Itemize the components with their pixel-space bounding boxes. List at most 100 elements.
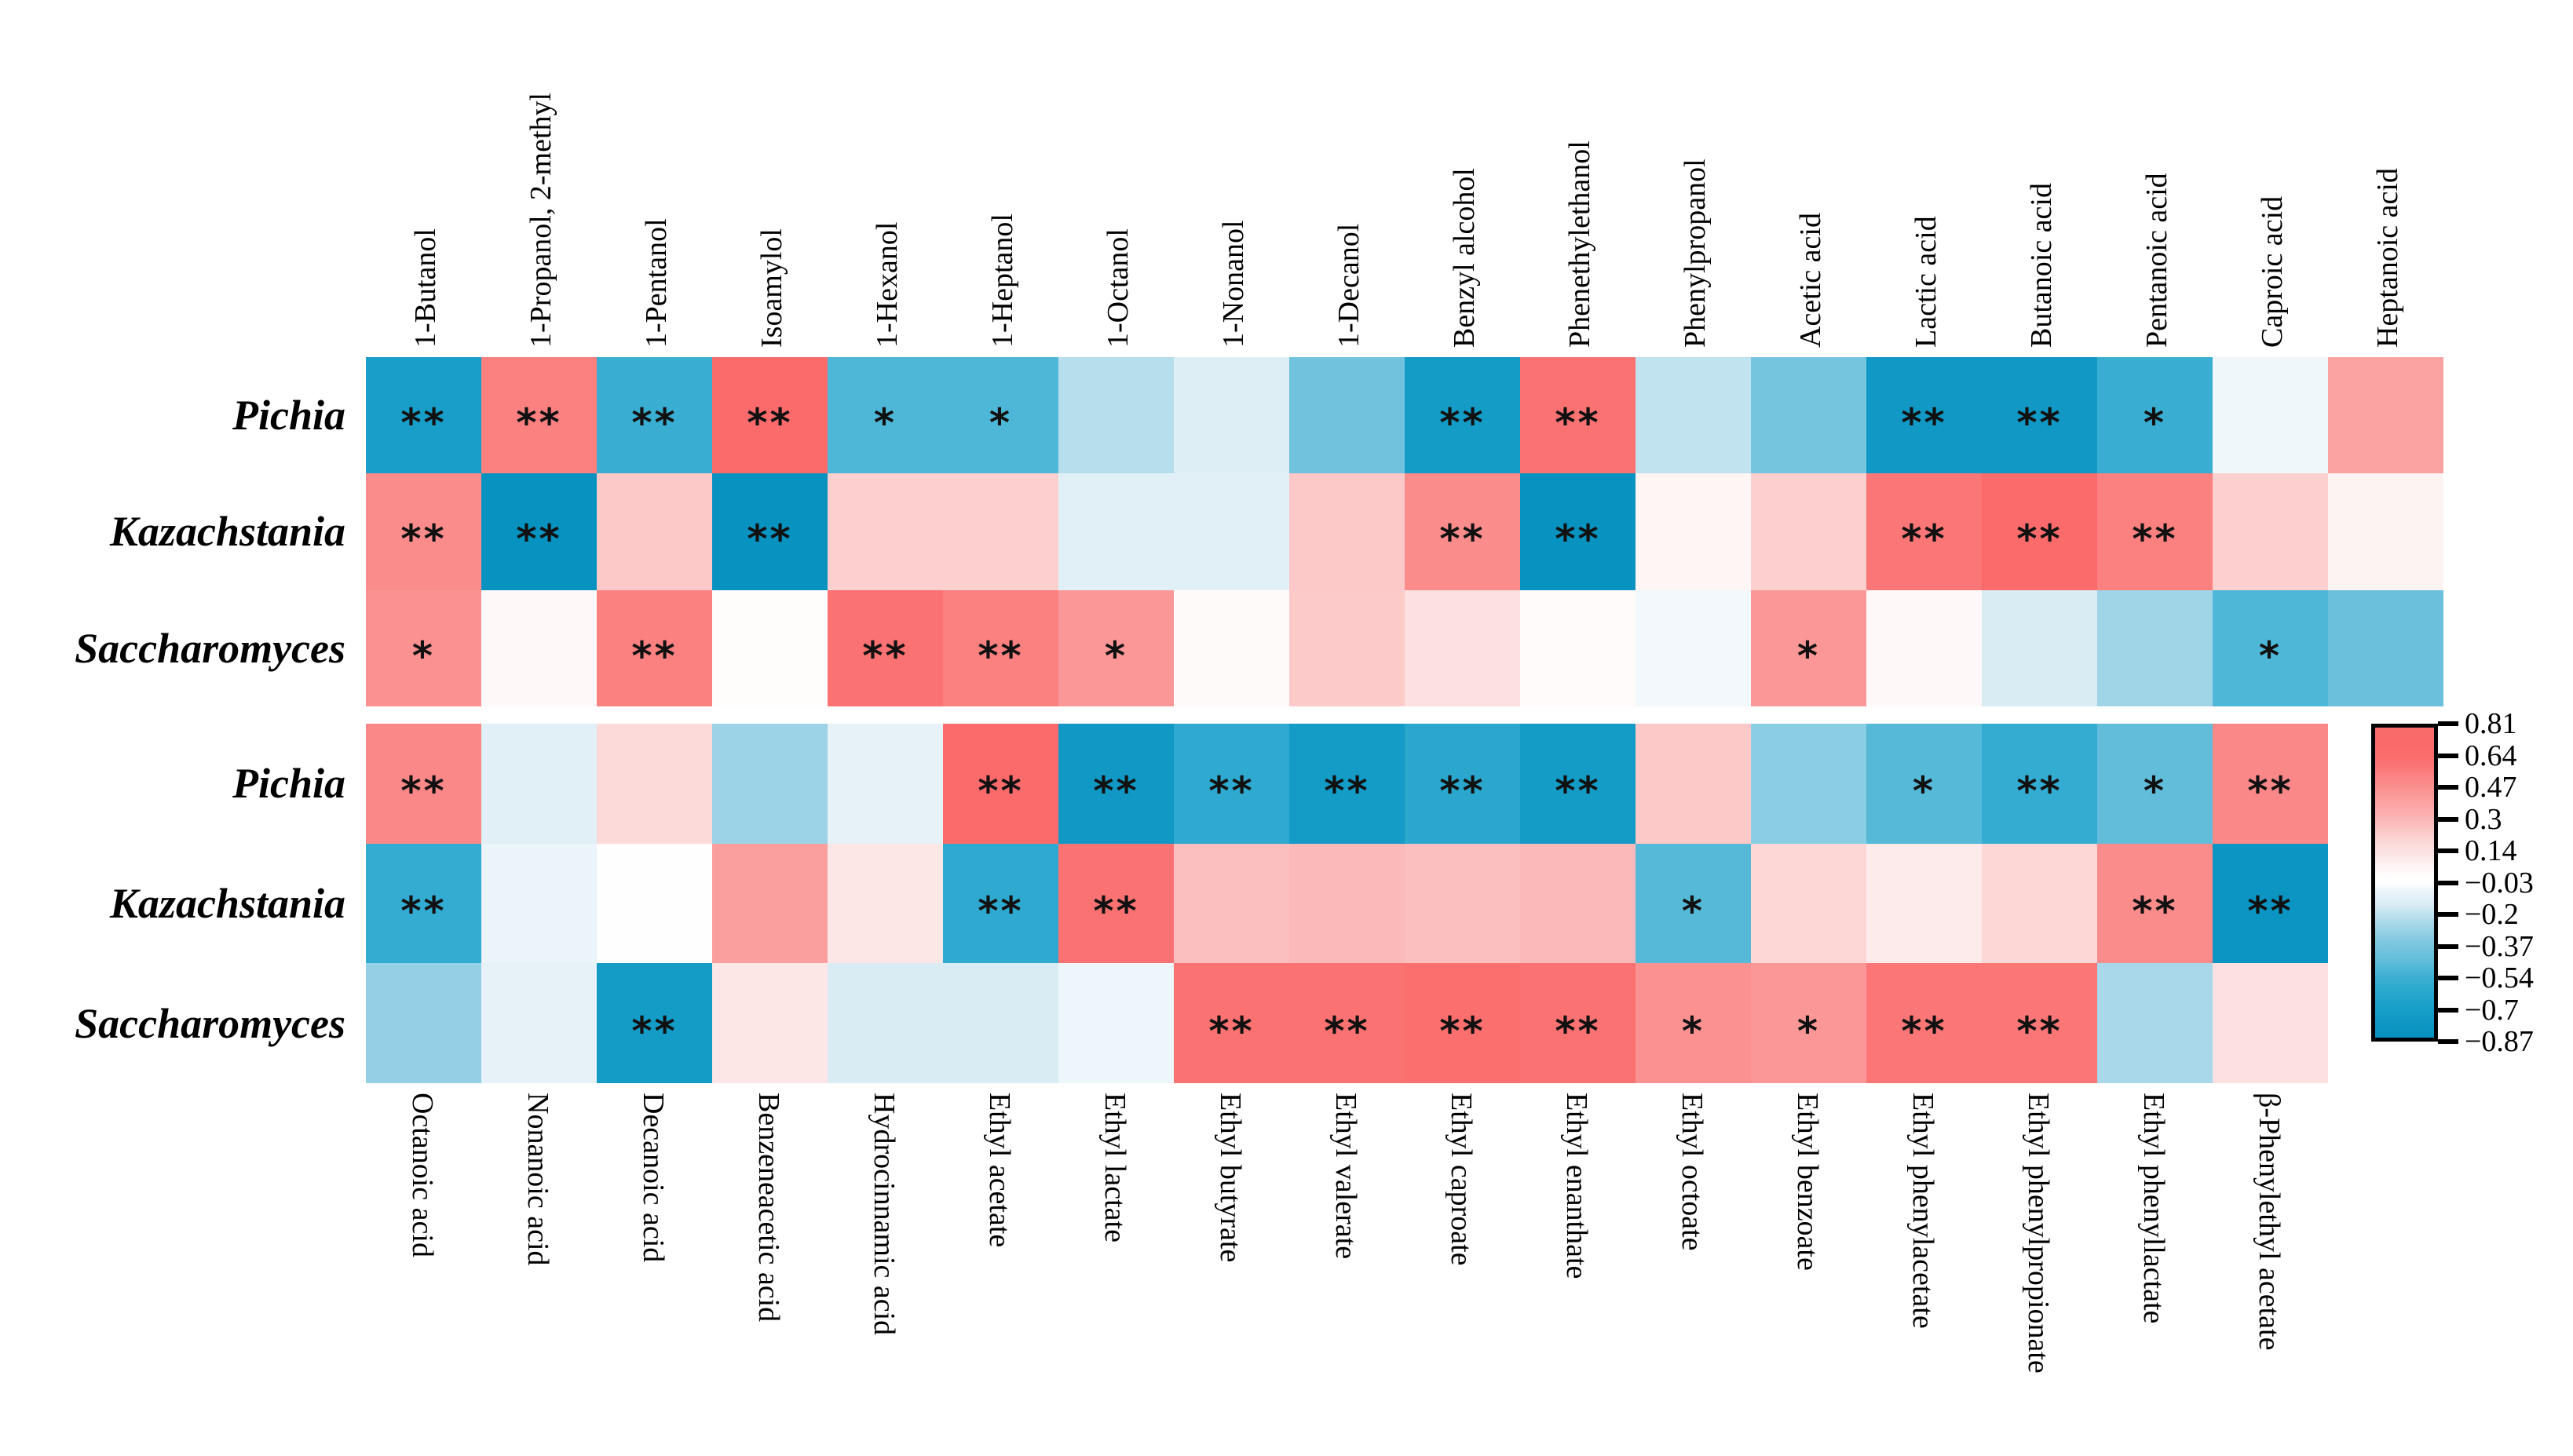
cell-top-Kazachstania-Pentanoic acid: **	[2097, 473, 2213, 590]
cell-top-Pichia-Acetic acid	[1751, 357, 1866, 474]
legend-tick-label-0.3: 0.3	[2465, 802, 2502, 836]
legend-tick	[2438, 785, 2458, 790]
cell-bottom-Kazachstania-Ethyl valerate	[1289, 843, 1405, 964]
cell-top-Kazachstania-1-Nonanol	[1174, 473, 1289, 590]
cell-top-Pichia-1-Hexanol: *	[828, 357, 943, 474]
legend-tick-label-−0.7: −0.7	[2465, 993, 2519, 1027]
col-label-1-Pentanol: 1-Pentanol	[639, 218, 673, 348]
legend-tick-label-−0.03: −0.03	[2465, 866, 2534, 900]
legend-tick	[2438, 976, 2458, 980]
cell-top-Pichia-1-Nonanol	[1174, 357, 1289, 474]
row-label-top-Saccharomyces: Saccharomyces	[75, 624, 345, 672]
row-label-bottom-Saccharomyces: Saccharomyces	[75, 999, 345, 1047]
cell-top-Pichia-Benzyl alcohol: **	[1405, 357, 1520, 474]
cell-bottom-Saccharomyces-Ethyl lactate	[1058, 963, 1174, 1083]
cell-bottom-Kazachstania-Ethyl lactate: **	[1058, 843, 1174, 964]
cell-top-Kazachstania-Heptanoic acid	[2328, 473, 2443, 590]
col-label-Phenethylethanol: Phenethylethanol	[1562, 140, 1596, 348]
col-label-1-Decanol: 1-Decanol	[1332, 223, 1365, 348]
cell-bottom-Kazachstania-Ethyl phenylpropionate	[1982, 843, 2097, 964]
legend-tick	[2438, 1007, 2458, 1013]
cell-top-Saccharomyces-1-Hexanol: **	[828, 589, 943, 706]
cell-bottom-Saccharomyces-Decanoic acid: **	[597, 963, 712, 1083]
cell-bottom-Pichia-Ethyl acetate: **	[943, 724, 1058, 844]
cell-top-Saccharomyces-1-Nonanol	[1174, 589, 1289, 706]
cell-top-Pichia-1-Heptanol: *	[943, 357, 1058, 474]
cell-top-Pichia-Heptanoic acid	[2328, 357, 2443, 474]
col-label-Butanoic acid: Butanoic acid	[2024, 183, 2058, 348]
col-label-Hydrocinnamic acid: Hydrocinnamic acid	[867, 1093, 901, 1336]
cell-top-Pichia-1-Octanol	[1058, 357, 1174, 474]
cell-top-Kazachstania-Acetic acid	[1751, 473, 1866, 590]
col-label-Ethyl phenyllactate: Ethyl phenyllactate	[2136, 1093, 2170, 1324]
col-label-β-Phenylethyl acetate: β-Phenylethyl acetate	[2252, 1093, 2286, 1351]
cell-top-Saccharomyces-Butanoic acid	[1982, 589, 2097, 706]
heatmap-panel-bottom: ** ** ** ** ** ** ** * ** * ** ** ** ** * ** ** ** ** ** ** *…	[366, 724, 2328, 1083]
cell-top-Saccharomyces-Heptanoic acid	[2328, 589, 2443, 706]
cell-top-Kazachstania-Phenethylethanol: **	[1520, 473, 1636, 590]
legend-tick	[2438, 1039, 2458, 1044]
cell-top-Pichia-Phenylpropanol	[1636, 357, 1751, 474]
legend-tick-label-−0.54: −0.54	[2465, 962, 2534, 994]
cell-top-Kazachstania-Benzyl alcohol: **	[1405, 473, 1520, 590]
cell-top-Saccharomyces-Phenethylethanol	[1520, 589, 1636, 706]
col-label-Isoamylol: Isoamylol	[755, 228, 788, 348]
cell-bottom-Saccharomyces-Nonanoic acid	[481, 963, 597, 1083]
cell-bottom-Pichia-Ethyl caproate: **	[1405, 724, 1520, 844]
cell-top-Pichia-Butanoic acid: **	[1982, 357, 2097, 474]
cell-top-Kazachstania-1-Pentanol	[597, 473, 712, 590]
cell-top-Pichia-1-Propanol, 2-methyl: **	[481, 357, 597, 474]
cell-bottom-Kazachstania-Ethyl octoate: *	[1636, 843, 1751, 964]
legend-tick-label-−0.87: −0.87	[2465, 1025, 2534, 1058]
col-label-1-Nonanol: 1-Nonanol	[1216, 220, 1250, 348]
cell-bottom-Pichia-Ethyl butyrate: **	[1174, 724, 1289, 844]
cell-bottom-Saccharomyces-Octanoic acid	[366, 963, 481, 1083]
col-label-Ethyl octoate: Ethyl octoate	[1675, 1093, 1709, 1251]
col-label-Heptanoic acid: Heptanoic acid	[2370, 168, 2404, 348]
col-label-Pentanoic acid: Pentanoic acid	[2140, 173, 2173, 348]
legend-tick	[2438, 912, 2458, 917]
cell-bottom-Saccharomyces-Ethyl acetate	[943, 963, 1058, 1083]
cell-top-Saccharomyces-Pentanoic acid	[2097, 589, 2213, 706]
col-label-Ethyl butyrate: Ethyl butyrate	[1213, 1093, 1247, 1263]
cell-bottom-Saccharomyces-Ethyl phenyllactate	[2097, 963, 2213, 1083]
cell-top-Saccharomyces-Phenylpropanol	[1636, 589, 1751, 706]
cell-top-Saccharomyces-Benzyl alcohol	[1405, 589, 1520, 706]
heatmap-panel-top: ** ** ** ** * * ** ** ** ** * ** ** ** ** ** ** ** ** * ** **…	[366, 357, 2443, 706]
cell-bottom-Kazachstania-Ethyl phenylacetate	[1866, 843, 1982, 964]
cell-bottom-Saccharomyces-Ethyl phenylacetate: **	[1866, 963, 1982, 1083]
cell-bottom-Kazachstania-β-Phenylethyl acetate: **	[2213, 843, 2328, 964]
cell-bottom-Pichia-Octanoic acid: **	[366, 724, 481, 844]
cell-bottom-Pichia-Ethyl octoate	[1636, 724, 1751, 844]
cell-bottom-Pichia-Ethyl phenylacetate: *	[1866, 724, 1982, 844]
col-label-Acetic acid: Acetic acid	[1793, 213, 1827, 348]
cell-bottom-Kazachstania-Octanoic acid: **	[366, 843, 481, 964]
col-label-Benzyl alcohol: Benzyl alcohol	[1447, 168, 1481, 348]
row-label-top-Pichia: Pichia	[232, 392, 345, 440]
cell-top-Pichia-Caproic acid	[2213, 357, 2328, 474]
cell-bottom-Pichia-Decanoic acid	[597, 724, 712, 844]
cell-bottom-Saccharomyces-Ethyl phenylpropionate: **	[1982, 963, 2097, 1083]
cell-bottom-Pichia-Nonanoic acid	[481, 724, 597, 844]
legend-tick-label-−0.2: −0.2	[2465, 898, 2519, 931]
cell-bottom-Kazachstania-Ethyl benzoate	[1751, 843, 1866, 964]
cell-bottom-Kazachstania-Ethyl caproate	[1405, 843, 1520, 964]
col-label-Ethyl lactate: Ethyl lactate	[1098, 1093, 1131, 1243]
cell-top-Pichia-1-Butanol: **	[366, 357, 481, 474]
legend-tick-label-−0.37: −0.37	[2465, 929, 2534, 963]
cell-bottom-Kazachstania-Hydrocinnamic acid	[828, 843, 943, 964]
cell-top-Saccharomyces-Lactic acid	[1866, 589, 1982, 706]
cell-top-Saccharomyces-1-Butanol: *	[366, 589, 481, 706]
cell-bottom-Saccharomyces-Benzeneacetic acid	[712, 963, 828, 1083]
col-label-1-Butanol: 1-Butanol	[408, 228, 442, 348]
cell-bottom-Pichia-Ethyl enanthate: **	[1520, 724, 1636, 844]
cell-bottom-Saccharomyces-Ethyl octoate: *	[1636, 963, 1751, 1083]
cell-top-Pichia-1-Decanol	[1289, 357, 1405, 474]
cell-top-Kazachstania-Lactic acid: **	[1866, 473, 1982, 590]
cell-top-Pichia-Pentanoic acid: *	[2097, 357, 2213, 474]
cell-top-Saccharomyces-1-Octanol: *	[1058, 589, 1174, 706]
cell-bottom-Kazachstania-Benzeneacetic acid	[712, 843, 828, 964]
col-label-Lactic acid: Lactic acid	[1909, 216, 1943, 348]
cell-top-Kazachstania-1-Decanol	[1289, 473, 1405, 590]
